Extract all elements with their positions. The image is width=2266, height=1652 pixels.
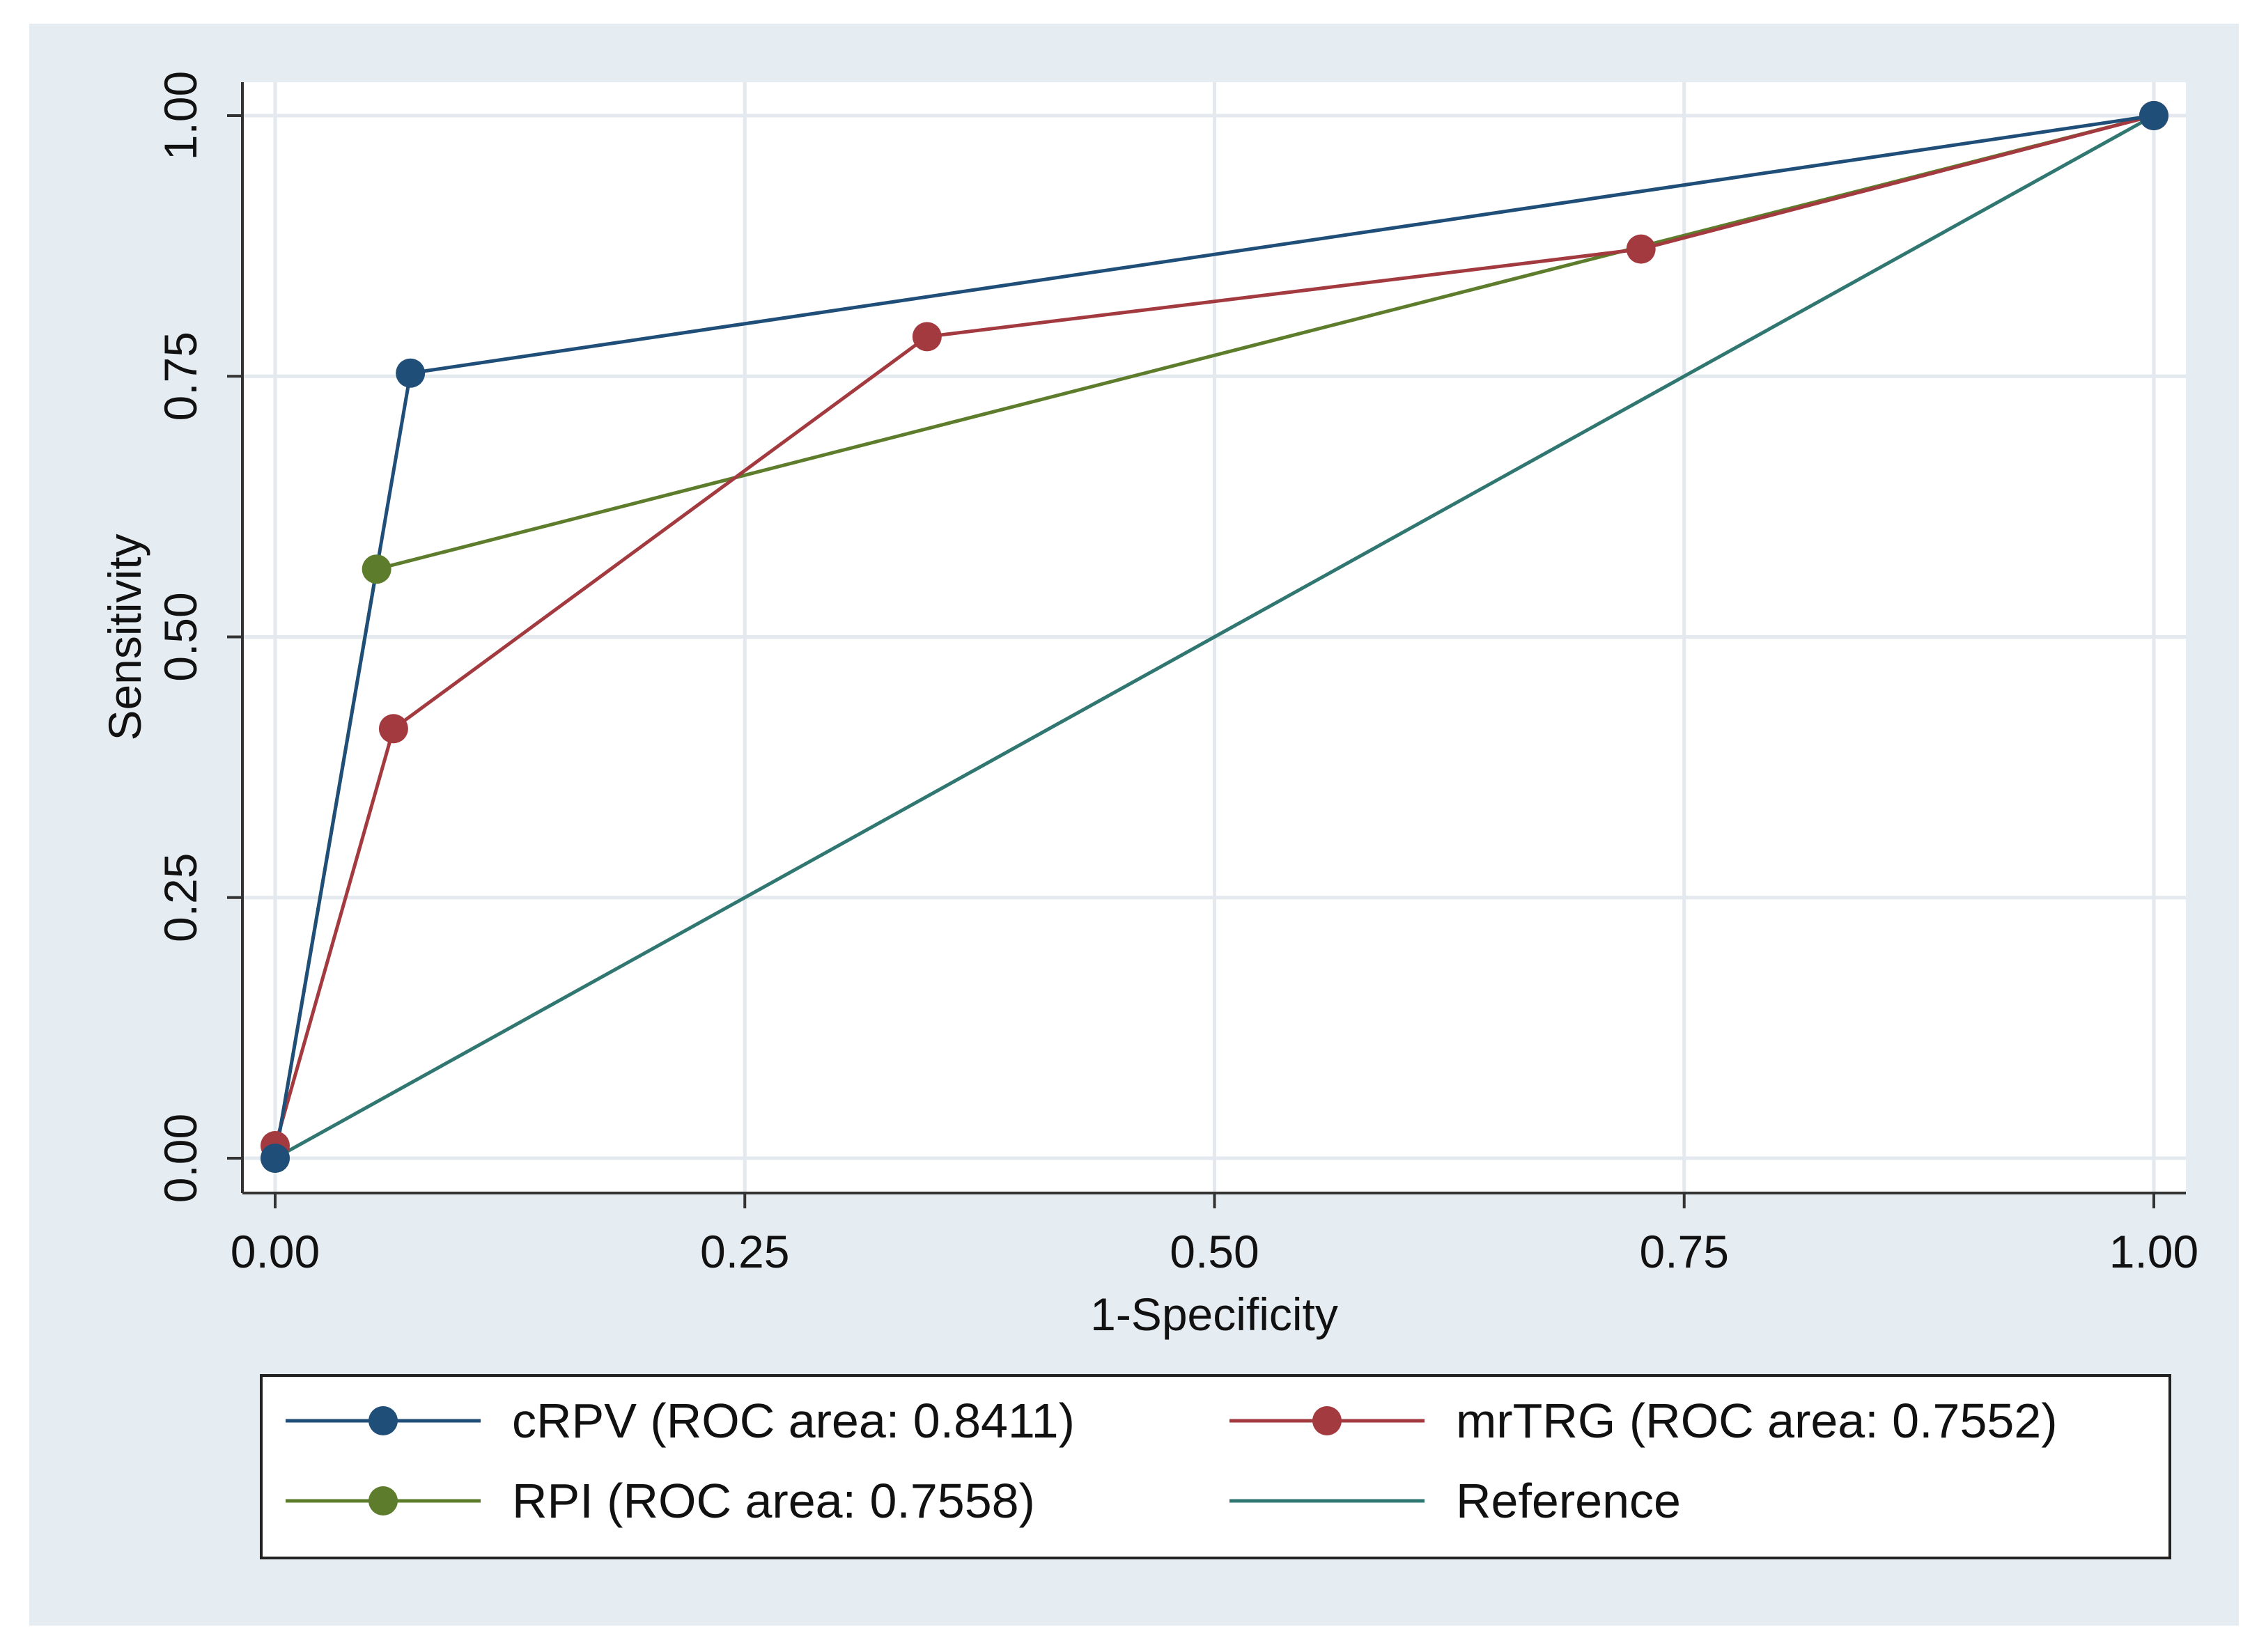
series-line-reference [274,114,2155,1160]
x-tick-label: 1.00 [2109,1226,2198,1277]
series-point-mrtrg [378,714,408,744]
legend-label-mrtrg: mrTRG (ROC area: 0.7552) [1456,1394,2058,1448]
y-tick-label: 0.25 [155,853,206,942]
series-layer [261,101,2168,1173]
x-tick-label: 0.00 [231,1226,320,1277]
y-tick-label: 0.00 [155,1114,206,1203]
x-tick-label: 0.75 [1640,1226,1729,1277]
legend-label-crpv: cRPV (ROC area: 0.8411) [512,1394,1075,1448]
tick-labels: 0.00 0.25 0.50 0.75 1.00 0.00 0.25 0.50 0.75 1.00 [155,71,2198,1277]
x-tick-label: 0.50 [1170,1226,1259,1277]
legend-label-reference: Reference [1456,1474,1681,1528]
x-tick-label: 0.25 [700,1226,789,1277]
legend-label-rpi: RPI (ROC area: 0.7558) [512,1474,1035,1528]
legend: cRPV (ROC area: 0.8411) mrTRG (ROC area: … [260,1374,2171,1559]
reference-layer [274,114,2155,1160]
legend-marker-crpv [368,1406,398,1435]
x-axis-label: 1-Specificity [1090,1288,1338,1340]
legend-marker-rpi [368,1486,398,1515]
y-axis-label: Sensitivity [99,533,150,740]
series-point-crpv [2139,101,2168,130]
y-tick-label: 0.75 [155,332,206,421]
y-tick-label: 1.00 [155,71,206,160]
series-point-crpv [261,1144,290,1173]
legend-items: cRPV (ROC area: 0.8411) mrTRG (ROC area: … [286,1394,2058,1528]
legend-box [260,1374,2171,1559]
series-point-mrtrg [1626,234,1656,264]
legend-marker-mrtrg [1312,1406,1342,1435]
series-point-rpi [362,554,391,584]
y-tick-label: 0.50 [155,592,206,681]
series-point-crpv [396,358,426,388]
series-point-mrtrg [912,322,942,352]
